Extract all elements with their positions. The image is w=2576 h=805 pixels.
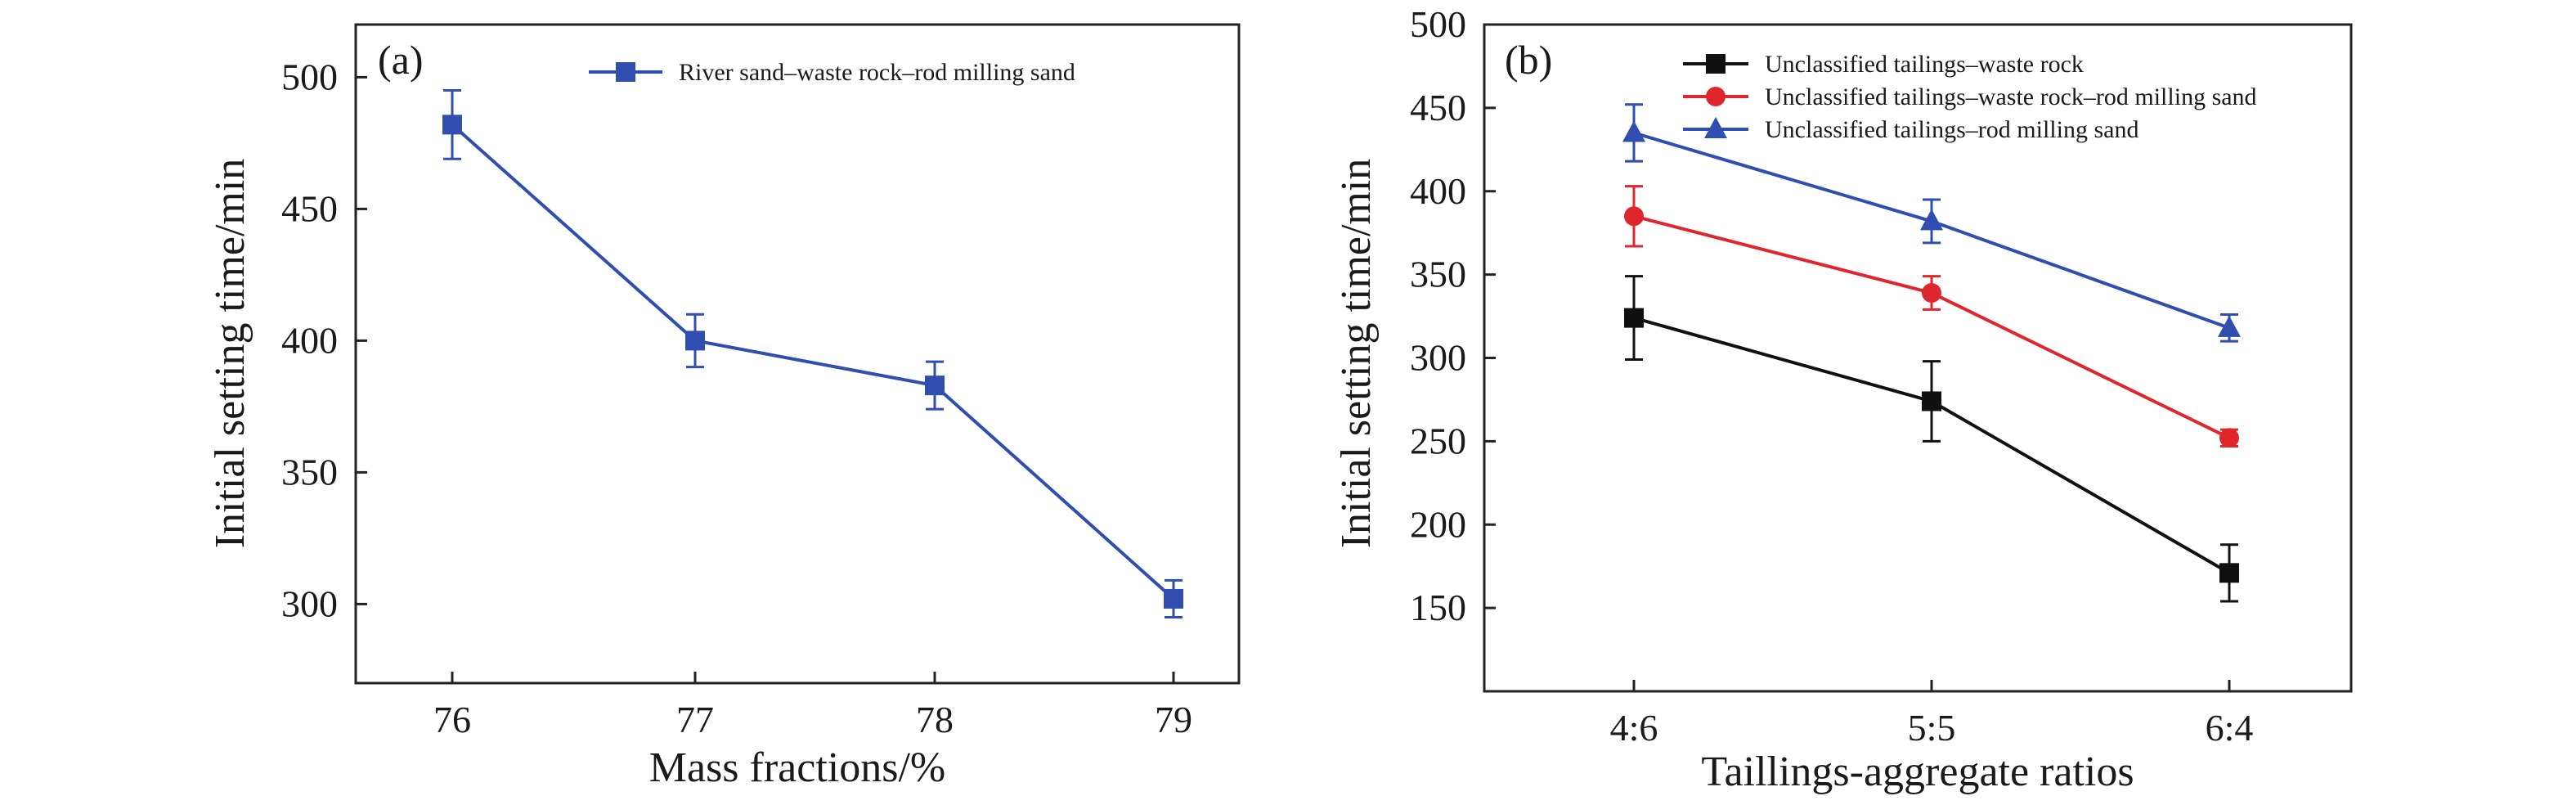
series-3 [1622,103,2241,343]
y-tick-label: 300 [281,582,338,624]
x-tick-label: 5:5 [1908,707,1956,749]
y-tick-label: 500 [281,56,338,97]
y-tick-label: 300 [1410,337,1466,379]
axis-ticks: 300 350 400 450 500 76 77 78 79 [281,56,1192,740]
y-tick-label: 400 [1410,170,1466,212]
marker-square [2219,563,2239,583]
y-axis-title: Initial setting time/min [207,159,254,549]
marker-square [925,376,945,396]
legend-label: River sand–waste rock–rod milling sand [679,59,1075,86]
marker-triangle [1622,120,1645,142]
legend: Unclassified tailings–waste rock Unclassi… [1683,51,2257,143]
marker-circle [1706,87,1726,106]
legend-label: Unclassified tailings–rod milling sand [1765,116,2138,143]
legend-label: Unclassified tailings–waste rock [1765,51,2084,78]
axis-ticks: 150 200 250 300 350 400 450 500 4:6 5:5 6:4 [1410,3,2253,749]
panel-label: (a) [378,37,424,83]
series-line [1633,316,2230,575]
marker-square [1164,588,1183,609]
y-axis-title: Initial setting time/min [1333,159,1380,549]
legend-label: Unclassified tailings–waste rock–rod mil… [1765,83,2257,110]
y-tick-label: 350 [281,451,338,492]
legend: River sand–waste rock–rod milling sand [589,59,1075,86]
marker-square [685,331,705,351]
marker-circle [2219,428,2239,448]
y-tick-label: 500 [1410,3,1466,45]
marker-triangle [1704,117,1727,138]
marker-circle [1624,206,1644,227]
marker-square [1624,308,1644,328]
panel-b: (b) Taillings-aggregate ratios Initial s… [1333,3,2353,795]
plot-frame [354,23,1241,685]
series-1 [1624,275,2239,603]
x-tick-label: 76 [433,699,471,740]
marker-square [442,115,462,135]
x-tick-label: 79 [1155,699,1192,740]
marker-triangle [2218,315,2241,337]
marker-square [1706,54,1726,74]
y-tick-label: 200 [1410,503,1466,545]
x-axis-title: Taillings-aggregate ratios [1701,749,2134,795]
marker-square [1922,391,1941,411]
series-group [442,89,1183,618]
marker-triangle [1920,209,1943,231]
panel-label: (b) [1505,37,1552,83]
series-line [451,123,1175,600]
x-tick-label: 4:6 [1610,707,1658,749]
y-tick-label: 450 [281,187,338,229]
x-axis-title: Mass fractions/% [649,744,945,791]
x-tick-label: 77 [676,699,714,740]
y-tick-label: 350 [1410,254,1466,295]
series-2 [1624,185,2239,448]
marker-circle [1922,283,1941,304]
y-tick-label: 400 [281,319,338,361]
x-tick-label: 6:4 [2206,707,2254,749]
y-tick-label: 150 [1410,587,1466,628]
y-tick-label: 250 [1410,420,1466,461]
marker-square [616,62,635,82]
series-group [1622,103,2241,603]
panel-a: (a) Mass fractions/% Initial setting tim… [207,23,1241,791]
x-tick-label: 78 [916,699,954,740]
y-tick-label: 450 [1410,87,1466,128]
series-1 [442,89,1183,618]
